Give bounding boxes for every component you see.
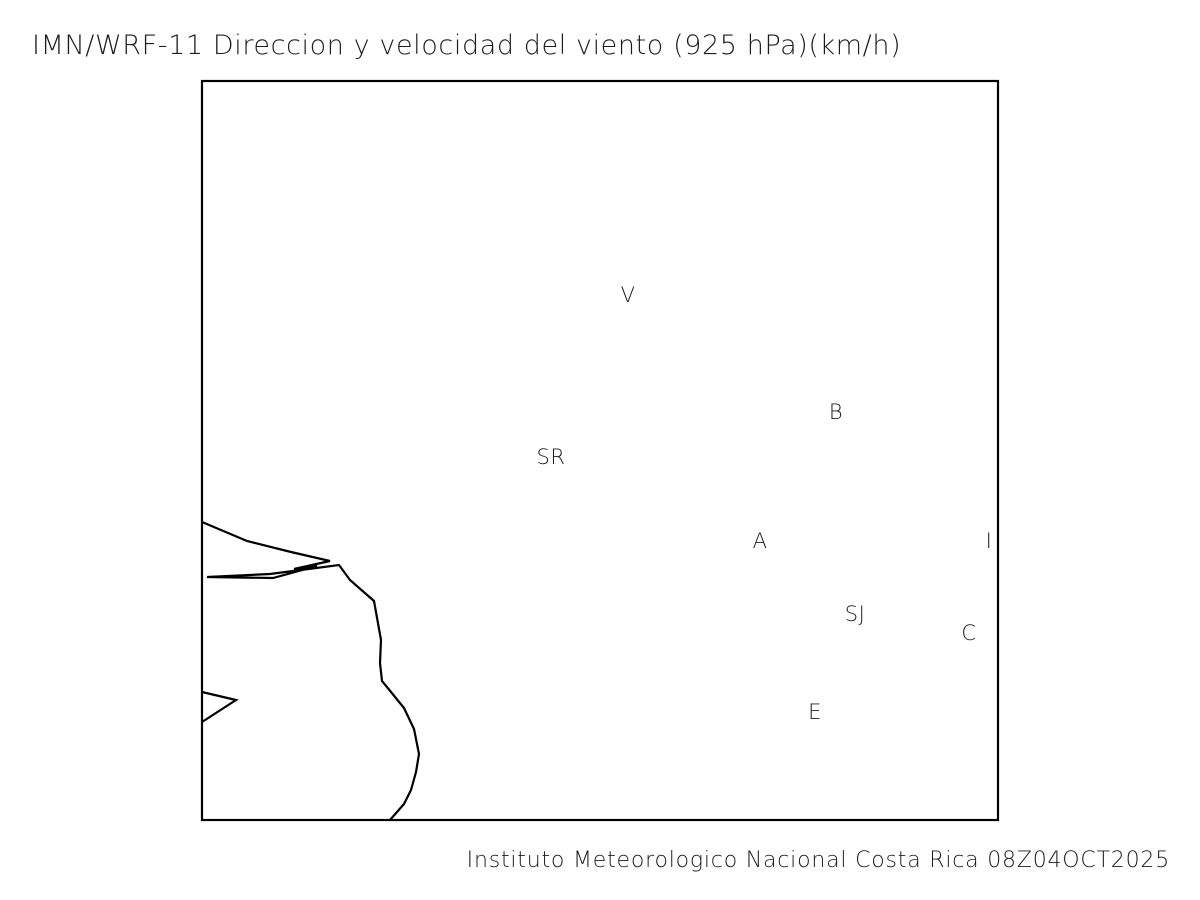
station-label-i: I	[985, 529, 993, 553]
coastline-main	[201, 520, 421, 821]
station-label-a: A	[752, 529, 768, 553]
station-label-sj: SJ	[844, 602, 866, 626]
station-label-c: C	[961, 621, 977, 645]
coastline-peninsula	[201, 690, 239, 723]
station-label-v: V	[620, 283, 636, 307]
page-title: IMN/WRF-11 Direccion y velocidad del vie…	[32, 30, 902, 61]
station-label-e: E	[808, 700, 822, 724]
station-label-b: B	[828, 400, 844, 424]
map-frame-border	[200, 79, 1000, 822]
station-label-sr: SR	[536, 445, 566, 469]
footer-credit: Instituto Meteorologico Nacional Costa R…	[466, 848, 1170, 873]
